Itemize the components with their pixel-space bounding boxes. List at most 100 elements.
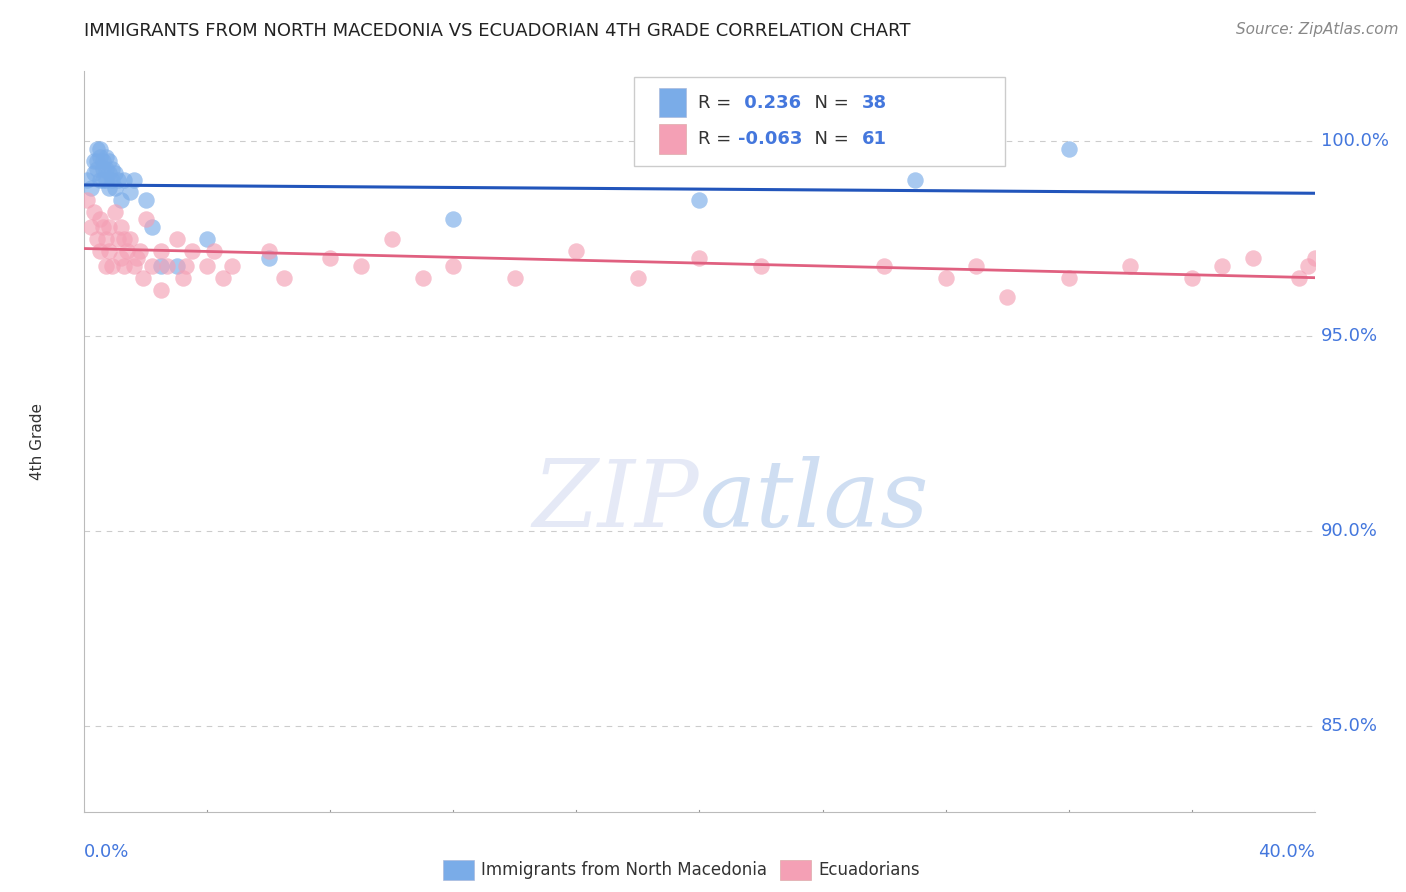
Point [197, 259, 219, 273]
Point [995, 290, 1018, 304]
Point [101, 173, 124, 187]
Point [257, 244, 280, 258]
Point [107, 232, 129, 246]
Point [166, 259, 188, 273]
Point [86, 232, 108, 246]
Point [125, 252, 148, 266]
Point [83, 153, 105, 168]
Bar [659, 124, 686, 154]
Point [1303, 252, 1326, 266]
Point [98, 244, 120, 258]
Point [319, 252, 342, 266]
Point [211, 271, 233, 285]
Point [503, 271, 526, 285]
Text: Immigrants from North Macedonia: Immigrants from North Macedonia [481, 861, 766, 879]
Point [98, 181, 120, 195]
Point [79, 220, 101, 235]
Point [104, 166, 127, 180]
FancyBboxPatch shape [634, 77, 1005, 166]
Text: 100.0%: 100.0% [1320, 133, 1389, 151]
Point [135, 212, 157, 227]
Point [141, 259, 163, 273]
Text: 95.0%: 95.0% [1320, 327, 1378, 345]
Text: 0.0%: 0.0% [84, 843, 129, 861]
Point [350, 259, 373, 273]
Point [110, 220, 132, 235]
Point [166, 232, 188, 246]
Point [120, 232, 142, 246]
Point [174, 259, 197, 273]
Text: 4th Grade: 4th Grade [30, 403, 45, 480]
Point [104, 181, 127, 195]
Point [1181, 271, 1204, 285]
Point [91, 220, 114, 235]
Bar [659, 87, 686, 118]
Text: Ecuadorians: Ecuadorians [818, 861, 920, 879]
Point [98, 166, 120, 180]
Text: -0.063: -0.063 [738, 130, 801, 148]
Point [101, 259, 124, 273]
Point [181, 244, 204, 258]
Point [1057, 271, 1080, 285]
Text: ZIP: ZIP [533, 456, 700, 546]
Text: 61: 61 [862, 130, 887, 148]
Point [86, 161, 108, 176]
Point [689, 252, 711, 266]
Point [89, 244, 111, 258]
Point [89, 212, 111, 227]
Point [112, 173, 135, 187]
Point [135, 193, 157, 207]
Point [627, 271, 650, 285]
Text: N =: N = [803, 130, 855, 148]
Point [89, 173, 111, 187]
Point [86, 153, 108, 168]
Point [132, 271, 155, 285]
Point [273, 271, 295, 285]
Point [749, 259, 772, 273]
Point [150, 259, 173, 273]
Point [128, 244, 150, 258]
Point [1211, 259, 1233, 273]
Point [122, 173, 145, 187]
Point [412, 271, 434, 285]
Point [112, 259, 135, 273]
Point [101, 161, 124, 176]
Text: IMMIGRANTS FROM NORTH MACEDONIA VS ECUADORIAN 4TH GRADE CORRELATION CHART: IMMIGRANTS FROM NORTH MACEDONIA VS ECUAD… [84, 22, 911, 40]
Point [91, 173, 114, 187]
Point [565, 244, 588, 258]
Point [122, 259, 145, 273]
Point [1119, 259, 1142, 273]
Point [197, 232, 219, 246]
Point [94, 161, 117, 176]
Text: Source: ZipAtlas.com: Source: ZipAtlas.com [1236, 22, 1399, 37]
Point [443, 259, 465, 273]
Text: N =: N = [803, 94, 855, 112]
Point [156, 259, 179, 273]
Point [1241, 252, 1264, 266]
Point [141, 220, 163, 235]
Point [120, 185, 142, 199]
Point [202, 244, 225, 258]
Point [94, 259, 117, 273]
Point [94, 173, 117, 187]
Point [257, 252, 280, 266]
Point [221, 259, 243, 273]
Point [83, 204, 105, 219]
Point [689, 193, 711, 207]
Point [86, 142, 108, 156]
Point [381, 232, 404, 246]
Point [1298, 259, 1320, 273]
Point [76, 173, 98, 187]
Text: 0.236: 0.236 [738, 94, 801, 112]
Point [91, 153, 114, 168]
Point [150, 283, 173, 297]
Point [107, 173, 129, 187]
Point [76, 193, 98, 207]
Point [110, 252, 132, 266]
Text: R =: R = [699, 130, 737, 148]
Point [98, 153, 120, 168]
Point [873, 259, 896, 273]
Point [1057, 142, 1080, 156]
Point [965, 259, 987, 273]
Text: R =: R = [699, 94, 737, 112]
